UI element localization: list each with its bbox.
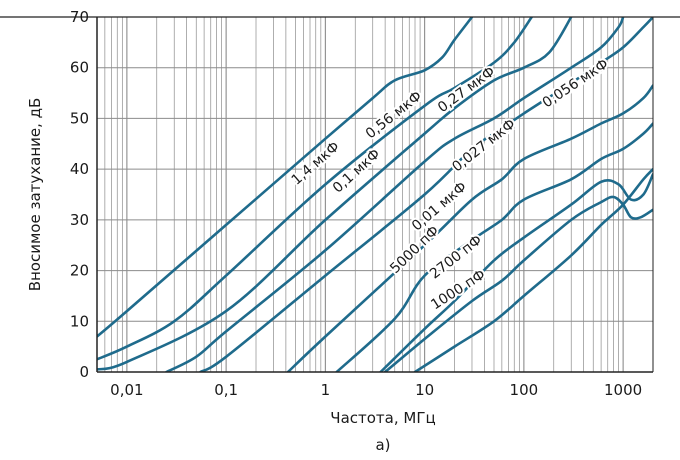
y-tick-label: 50	[70, 109, 89, 127]
series-line-8	[383, 195, 653, 372]
series-line-2	[97, 17, 573, 371]
series-label-6: 0,01 мкФ	[409, 179, 470, 234]
x-tick-label: 0,1	[214, 381, 238, 399]
x-tick-label: 1000	[604, 381, 642, 399]
x-tick-label: 1	[321, 381, 331, 399]
series-line-0	[97, 17, 474, 338]
y-tick-label: 10	[70, 312, 89, 330]
x-tick-label: 100	[510, 381, 539, 399]
y-tick-label: 20	[70, 262, 89, 280]
series-line-7	[379, 172, 653, 372]
series-label-2: 0,27 мкФ	[435, 64, 498, 116]
y-tick-label: 40	[70, 160, 89, 178]
series-label-1: 0,56 мкФ	[363, 88, 425, 142]
series-line-3	[165, 17, 625, 372]
axes	[0, 16, 680, 373]
y-axis-title: Вносимое затухание, дБ	[26, 98, 44, 292]
x-axis-title: Частота, МГц	[330, 409, 435, 427]
tick-labels: 0,01 0,1 1 10 100 1000 0 10 20 30 40 50 60 70	[70, 8, 642, 399]
y-tick-label: 0	[79, 363, 89, 381]
y-tick-label: 60	[70, 59, 89, 77]
x-tick-label: 10	[415, 381, 434, 399]
y-tick-label: 30	[70, 211, 89, 229]
panel-label: а)	[375, 436, 390, 454]
series-line-4	[199, 17, 653, 372]
y-tick-label: 70	[70, 8, 89, 26]
series-line-5	[286, 84, 653, 372]
series-line-1	[97, 17, 533, 361]
curves	[97, 17, 653, 372]
series-line-6	[335, 122, 653, 372]
x-tick-label: 0,01	[110, 381, 143, 399]
series-line-9	[413, 167, 653, 372]
